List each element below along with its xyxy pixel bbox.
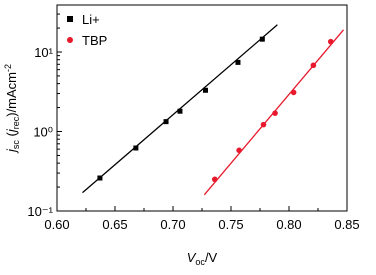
x-axis-label: Voc/V: [187, 250, 218, 267]
point: [327, 38, 334, 45]
y-label-part: j: [4, 128, 19, 134]
y-label-part: sc: [11, 140, 21, 150]
y-axis-label: jsc (jrec)/mAcm-2: [3, 64, 21, 154]
legend-marker: [67, 37, 73, 43]
point: [202, 87, 208, 93]
y-tick-label: 10¹: [34, 45, 53, 60]
legend-label: TBP: [82, 33, 107, 48]
x-label-part: /V: [205, 250, 218, 265]
x-tick-label: 0.85: [334, 217, 359, 232]
x-tick-label: 0.80: [276, 217, 301, 232]
y-label-part: j: [4, 148, 19, 154]
x-label-part: oc: [195, 257, 205, 267]
legend-label: Li+: [82, 12, 100, 27]
y-tick-label: 10⁻¹: [27, 204, 53, 219]
point: [260, 121, 267, 128]
point: [236, 147, 242, 154]
point: [211, 176, 218, 183]
y-label-part: -2: [3, 64, 13, 72]
point: [97, 175, 103, 181]
x-tick-label: 0.70: [160, 217, 185, 232]
point: [163, 119, 169, 125]
y-tick-label: 10⁰: [33, 124, 53, 139]
point: [177, 108, 183, 114]
point: [290, 89, 297, 96]
point: [235, 59, 241, 65]
y-label-part: rec: [11, 116, 21, 129]
x-tick-label: 0.65: [102, 217, 127, 232]
x-label-part: V: [187, 250, 197, 265]
x-tick-label: 0.60: [44, 217, 69, 232]
point: [133, 145, 139, 151]
x-tick-label: 0.75: [218, 217, 243, 232]
legend-marker: [67, 16, 73, 22]
point: [272, 110, 278, 116]
y-label-part: )/mAcm: [4, 72, 19, 117]
point: [310, 62, 317, 69]
point: [259, 36, 265, 42]
y-label-part: (: [4, 132, 19, 141]
